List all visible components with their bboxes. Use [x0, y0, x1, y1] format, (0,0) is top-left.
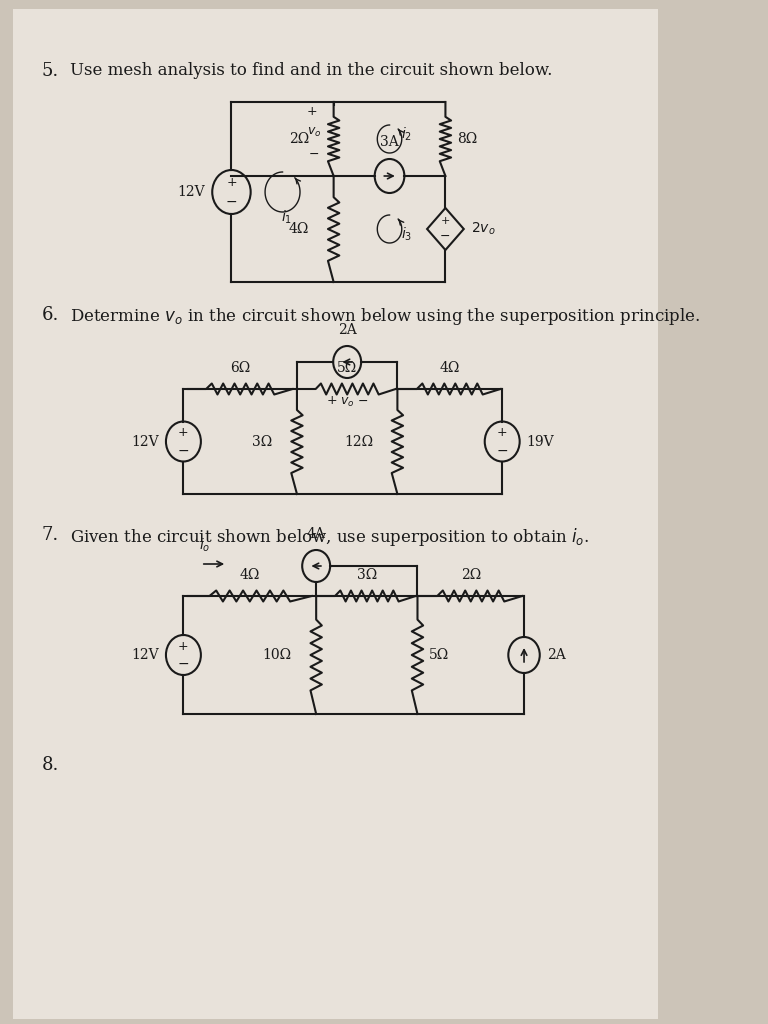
Text: −: − [226, 195, 237, 209]
Text: $2v_o$: $2v_o$ [471, 221, 495, 238]
Text: 5Ω: 5Ω [337, 361, 357, 375]
Text: Use mesh analysis to find and in the circuit shown below.: Use mesh analysis to find and in the cir… [70, 62, 552, 79]
Text: 4Ω: 4Ω [439, 361, 460, 375]
Text: 2A: 2A [338, 323, 356, 337]
Text: +: + [306, 105, 317, 119]
Text: $v_o$: $v_o$ [307, 126, 322, 138]
Text: 2Ω: 2Ω [289, 132, 310, 146]
Text: 6Ω: 6Ω [230, 361, 250, 375]
Text: +: + [497, 426, 508, 439]
Text: 5.: 5. [42, 62, 59, 80]
Text: 10Ω: 10Ω [263, 648, 292, 662]
Text: 8Ω: 8Ω [457, 132, 477, 146]
Text: 4Ω: 4Ω [289, 222, 310, 236]
Text: 12V: 12V [131, 434, 159, 449]
Text: −: − [358, 394, 368, 408]
Text: 6.: 6. [42, 306, 59, 324]
Text: 19V: 19V [527, 434, 554, 449]
Text: +: + [178, 426, 189, 439]
Text: −: − [177, 443, 189, 458]
Text: 7.: 7. [42, 526, 59, 544]
Text: 3A: 3A [380, 135, 399, 150]
Text: 2Ω: 2Ω [461, 568, 481, 582]
Text: $i_2$: $i_2$ [402, 125, 412, 142]
Text: $v_o$: $v_o$ [340, 395, 354, 409]
Text: +: + [441, 216, 450, 225]
Text: 4A: 4A [306, 527, 326, 541]
Text: −: − [440, 229, 451, 243]
FancyBboxPatch shape [13, 9, 657, 1019]
Text: −: − [177, 657, 189, 671]
Text: 3Ω: 3Ω [252, 434, 273, 449]
Text: 8.: 8. [42, 756, 59, 774]
Text: 4Ω: 4Ω [240, 568, 260, 582]
Text: $i_1$: $i_1$ [281, 208, 293, 225]
Text: $i_3$: $i_3$ [402, 225, 412, 243]
Text: 2A: 2A [547, 648, 565, 662]
Text: 12V: 12V [177, 185, 205, 199]
Text: 5Ω: 5Ω [429, 648, 449, 662]
Text: 12V: 12V [131, 648, 159, 662]
Text: 12Ω: 12Ω [344, 434, 373, 449]
Text: +: + [226, 175, 237, 188]
Text: $i_o$: $i_o$ [199, 537, 210, 554]
Text: −: − [496, 443, 508, 458]
Text: +: + [326, 394, 336, 408]
Text: −: − [310, 147, 319, 161]
Text: Given the circuit shown below, use superposition to obtain $i_o$.: Given the circuit shown below, use super… [70, 526, 589, 548]
Text: Determine $v_o$ in the circuit shown below using the superposition principle.: Determine $v_o$ in the circuit shown bel… [70, 306, 700, 327]
Text: +: + [178, 640, 189, 652]
Text: 3Ω: 3Ω [356, 568, 377, 582]
